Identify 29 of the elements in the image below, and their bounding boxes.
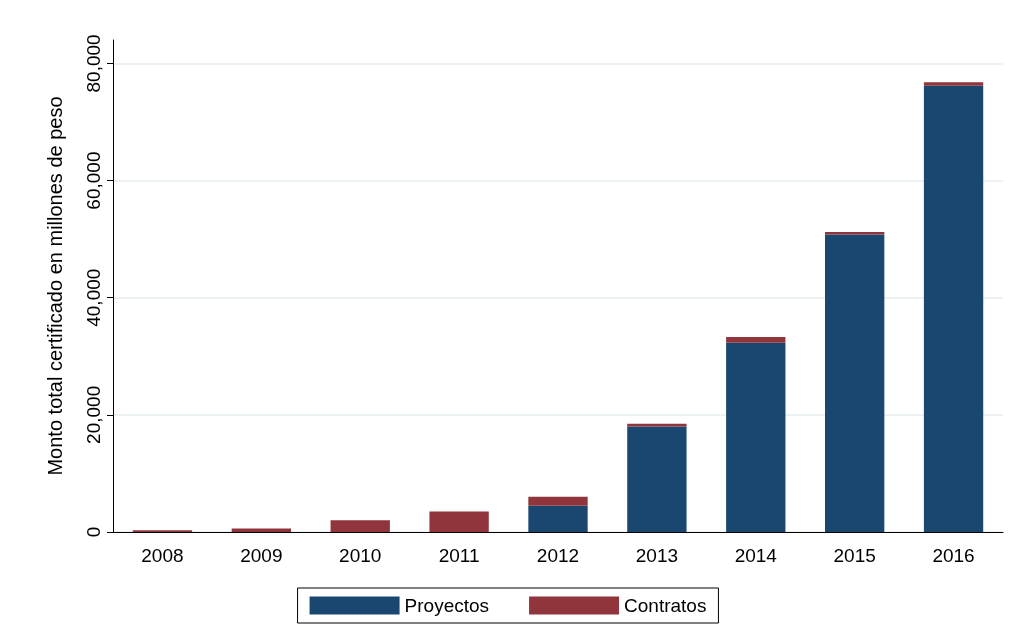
x-tick-label: 2015 <box>833 545 876 566</box>
x-tick-label: 2012 <box>536 545 580 566</box>
y-axis-title: Monto total certificado en millones de peso <box>44 96 66 476</box>
x-tick-label: 2014 <box>734 545 778 566</box>
bar <box>429 511 489 532</box>
bar <box>528 505 588 532</box>
x-tick-label: 2013 <box>635 545 679 566</box>
x-tick-label: 2016 <box>932 545 975 566</box>
y-tick-label: 0 <box>83 526 104 538</box>
bar <box>528 496 588 506</box>
y-tick-label: 20,000 <box>83 385 104 444</box>
x-tick-label: 2011 <box>438 545 480 566</box>
y-tick-label: 40,000 <box>83 268 104 327</box>
x-tick-label: 2009 <box>240 545 283 566</box>
bar <box>627 423 687 427</box>
x-tick-label: 2010 <box>339 545 382 566</box>
x-tick-label: 2008 <box>141 545 184 566</box>
y-tick-label: 80,000 <box>83 34 104 93</box>
bar <box>726 336 786 343</box>
bar <box>231 528 291 532</box>
bar <box>330 520 390 532</box>
y-tick-label: 60,000 <box>83 151 104 210</box>
bar <box>923 82 984 86</box>
legend-label: Contratos <box>624 595 707 616</box>
bar <box>627 426 687 532</box>
bar <box>726 342 786 532</box>
bar <box>825 234 885 532</box>
legend-label: Proyectos <box>404 595 490 616</box>
bar <box>923 85 984 532</box>
